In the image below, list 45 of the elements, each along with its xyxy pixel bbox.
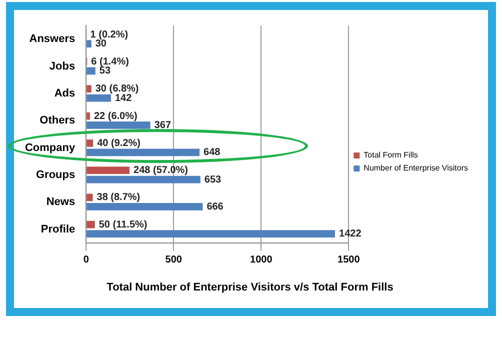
data-label: 648 <box>204 147 221 158</box>
data-label: 53 <box>99 66 111 77</box>
bar <box>86 220 95 228</box>
bar <box>86 203 203 210</box>
text: Total Number of Enterprise Visitors v/s Total Form Fills <box>106 281 394 294</box>
bar <box>86 230 336 238</box>
bar <box>86 176 200 184</box>
data-label: 666 <box>206 201 224 212</box>
bar <box>86 85 92 93</box>
data-label: 1422 <box>339 228 362 240</box>
bar <box>86 148 200 156</box>
bar <box>86 194 93 202</box>
x-tick-label: 0 <box>83 254 90 266</box>
x-tick-label: 500 <box>165 254 182 266</box>
data-label: 50 (11.5%) <box>98 219 148 230</box>
bar <box>86 112 90 120</box>
data-label: 367 <box>154 120 172 131</box>
bar <box>86 67 96 75</box>
bar <box>86 40 92 48</box>
data-label: 30 (6.8%) <box>95 84 139 95</box>
x-tick-label: 1000 <box>250 254 273 266</box>
bar <box>86 122 150 129</box>
data-label: 6 (1.4%) <box>91 56 129 68</box>
legend-label: Total Form Fills <box>364 150 418 160</box>
x-tick-label: 1500 <box>338 254 360 266</box>
data-label: 248 (57.0%) <box>134 165 188 176</box>
data-label: 1 (0.2%) <box>90 29 128 40</box>
bar <box>86 139 94 147</box>
y-tick-label: Jobs <box>49 60 76 72</box>
data-label: 38 (8.7%) <box>96 192 140 204</box>
y-tick-label: Others <box>40 114 76 127</box>
y-tick-label: Answers <box>29 33 76 46</box>
legend-label: Number of Enterprise Visitors <box>364 164 468 173</box>
data-label: 30 <box>95 38 107 50</box>
y-tick-label: Profile <box>40 223 76 236</box>
bar <box>86 166 130 174</box>
y-tick-label: Groups <box>36 168 76 181</box>
y-tick-label: Ads <box>54 88 76 100</box>
y-tick-label: News <box>46 196 76 208</box>
data-label: 142 <box>114 92 132 104</box>
y-tick-label: Company <box>24 142 76 154</box>
data-label: 40 (9.2%) <box>97 138 140 149</box>
data-label: 22 (6.0%) <box>94 110 138 122</box>
data-label: 653 <box>204 174 222 186</box>
bar <box>86 94 111 102</box>
